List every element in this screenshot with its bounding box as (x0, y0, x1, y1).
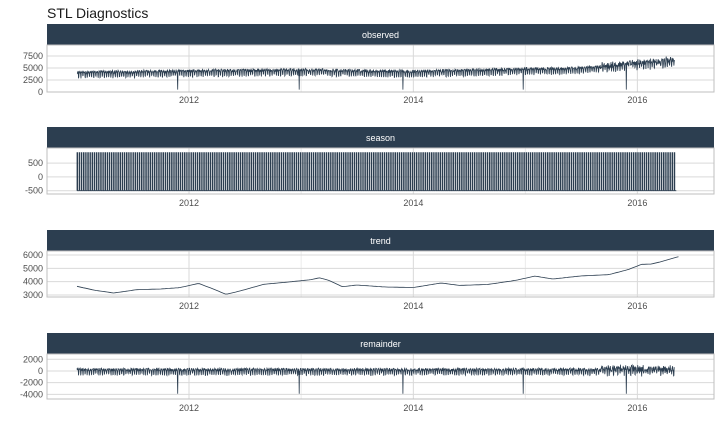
x-tick-label: 2014 (403, 403, 423, 413)
series-line-observed (76, 56, 675, 90)
series-line-trend (76, 256, 679, 295)
series-line-remainder (76, 363, 675, 394)
panel-border (46, 44, 715, 93)
y-tick-label: 5000 (23, 63, 43, 73)
strip-season (47, 127, 714, 148)
y-tick-label: -500 (25, 186, 43, 196)
panel-observed: observed 0 2500 5000 7500 2012 2014 2016 (23, 24, 715, 105)
strip-label-remainder: remainder (360, 339, 401, 349)
y-tick-label: 2500 (23, 75, 43, 85)
y-tick-label: 3000 (23, 290, 43, 300)
panel-remainder: remainder -4000-2000 0 2000 2012 2014 2016 (20, 333, 715, 413)
panel-trend: trend 3000 4000 5000 6000 2012 2014 2016 (23, 230, 715, 311)
y-tick-label: 500 (28, 158, 43, 168)
y-tick-label: 0 (38, 87, 43, 97)
y-tick-label: -4000 (20, 389, 43, 399)
x-tick-label: 2012 (179, 403, 199, 413)
panel-border (46, 250, 715, 298)
y-tick-label: 7500 (23, 51, 43, 61)
x-tick-label: 2014 (403, 95, 423, 105)
x-tick-label: 2012 (179, 301, 199, 311)
strip-label-observed: observed (362, 30, 399, 40)
y-tick-label: 4000 (23, 277, 43, 287)
y-tick-label: -2000 (20, 378, 43, 388)
y-tick-label: 5000 (23, 263, 43, 273)
panel-border (46, 147, 715, 195)
x-tick-label: 2014 (403, 198, 423, 208)
strip-remainder (47, 333, 714, 354)
chart-title: STL Diagnostics (47, 5, 149, 21)
y-tick-label: 6000 (23, 250, 43, 260)
y-tick-label: 0 (38, 172, 43, 182)
x-tick-label: 2016 (627, 301, 647, 311)
strip-label-trend: trend (370, 236, 391, 246)
strip-label-season: season (366, 133, 395, 143)
y-tick-label: 0 (38, 366, 43, 376)
strip-trend (47, 230, 714, 251)
strip-observed (47, 24, 714, 45)
x-tick-label: 2016 (627, 198, 647, 208)
x-tick-label: 2016 (627, 403, 647, 413)
series-line-season (76, 152, 677, 192)
panel-season: season -500 0 500 2012 2014 2016 (25, 127, 715, 208)
panel-border (46, 353, 715, 400)
x-tick-label: 2012 (179, 198, 199, 208)
x-tick-label: 2012 (179, 95, 199, 105)
x-tick-label: 2014 (403, 301, 423, 311)
x-tick-label: 2016 (627, 95, 647, 105)
y-tick-label: 2000 (23, 354, 43, 364)
